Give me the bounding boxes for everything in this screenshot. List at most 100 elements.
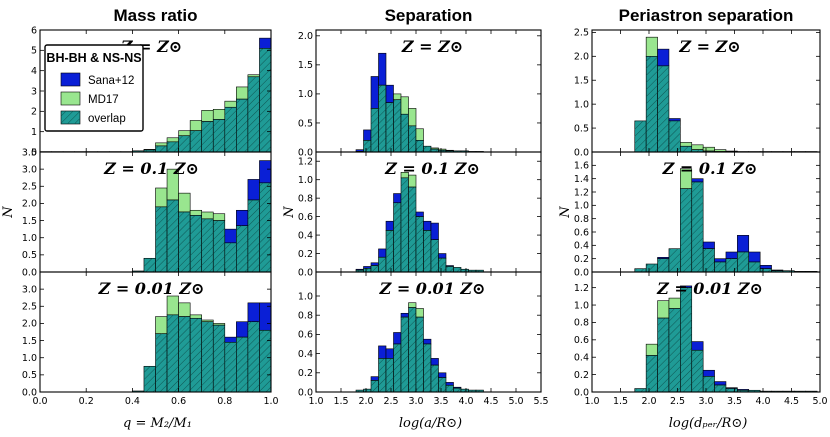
bar-sana12-bin-8 [415,211,424,217]
bar-sana12-bin-4 [385,348,394,359]
x-axis-label-0: q = M₂/M₁ [123,416,192,431]
bar-overlap-hatch-bin-2 [371,380,379,392]
bar-overlap-hatch-bin-10 [748,390,761,392]
x-tick-label: 1.5 [613,396,628,407]
bar-md17-bin-5 [393,93,402,101]
bar-overlap-hatch-bin-0 [634,120,647,152]
y-tick-label: 3.0 [22,284,37,295]
bar-overlap-hatch-bin-7 [714,385,726,392]
y-tick-label: 2.0 [574,52,589,63]
y-tick-label: 0 [31,147,37,158]
y-tick-label: 0.4 [298,349,313,360]
panel-frame [39,271,272,393]
x-tick-label: 3.0 [698,396,713,407]
bar-overlap-hatch-bin-2 [371,265,379,272]
bar-overlap-hatch-bin-3 [668,248,681,272]
bar-overlap-hatch-bin-15 [213,325,225,392]
bar-sana12-bin-4 [385,84,394,103]
bars-group [355,172,484,273]
bar-overlap-hatch-bin-9 [143,149,156,152]
bar-sana12-bin-11 [759,265,772,269]
bar-md17-bin-14 [201,110,214,122]
bar-sana12-bin-9 [423,220,432,231]
y-tick-label: 0.0 [298,147,313,158]
bar-overlap-hatch-bin-9 [423,146,431,152]
bar-md17-bin-3 [668,297,681,309]
bar-overlap-hatch-bin-16 [224,242,237,272]
bar-md17-bin-2 [657,300,670,319]
y-tick-label: 0.0 [574,387,589,398]
x-tick-label: 5.0 [812,396,827,407]
bar-sana12-bin-5 [691,341,704,351]
panel-frame [591,271,821,393]
y-axis-label-2: N [558,206,573,219]
bar-overlap-hatch-bin-10 [431,365,439,392]
legend: BH-BH & NS-NS Sana+12 MD17 overlap [44,44,144,132]
y-tick-label: 2.0 [298,31,313,42]
y-tick-label: 1.2 [298,157,313,168]
bar-overlap-hatch-bin-13 [190,318,202,392]
bar-md17-bin-4 [680,142,693,147]
metallicity-label: Z = 0.1 Z⊙ [662,159,758,178]
bar-overlap-hatch-bin-17 [236,225,248,272]
y-tick-label: 1 [31,127,37,138]
bar-overlap-hatch-bin-1 [363,268,371,272]
bar-overlap-hatch-bin-13 [782,270,795,272]
panel-r2-c0: 0.0 0.5 1.0 1.5 2.0 2.5 3.0 0.0 0.2 0.4 0.6 0.8 1.0 Z… [22,271,279,407]
bar-sana12-bin-5 [393,332,402,345]
bar-overlap-hatch-bin-5 [393,99,401,152]
bars-group [39,37,272,153]
bar-overlap-hatch-bin-4 [680,188,692,272]
bar-overlap-hatch-bin-3 [378,85,386,152]
bar-sana12-bin-7 [714,381,727,386]
bar-overlap-hatch-bin-1 [646,264,658,272]
bar-sana12-bin-10 [748,251,761,263]
y-tick-label: 0.0 [22,387,37,398]
bar-overlap-hatch-bin-18 [247,76,260,152]
y-tick-label: 0.4 [574,241,589,252]
y-tick-label: 0.5 [298,118,313,129]
bar-md17-bin-13 [189,314,202,319]
bar-overlap-hatch-bin-4 [680,287,692,392]
x-tick-label: 3.5 [727,396,742,407]
bar-md17-bin-16 [224,100,237,108]
y-tick-label: 1.4 [574,174,589,185]
x-axis: 1.0 1.5 2.0 2.5 3.0 3.5 4.0 4.5 5.0 [584,272,828,407]
bar-overlap-hatch-bin-11 [438,377,446,392]
bar-sana12-bin-5 [691,178,704,183]
bar-overlap-hatch-bin-11 [167,314,179,392]
bar-sana12-bin-2 [370,262,379,266]
y-axis-label-0: N [1,206,16,219]
bar-sana12-bin-8 [725,251,738,259]
bar-overlap-hatch-bin-11 [167,141,179,152]
bar-overlap-hatch-bin-15 [213,119,225,152]
bar-overlap-hatch-bin-19 [259,182,271,272]
bar-overlap-hatch-bin-8 [416,140,424,152]
bar-overlap-hatch-bin-11 [760,268,772,272]
column-title-2: Periastron separation [619,6,794,25]
y-axis: 0.0 0.2 0.4 0.6 0.8 1.0 1.2 [298,157,541,278]
bar-sana12-bin-10 [430,222,439,240]
y-tick-label: 1.0 [22,233,37,244]
bar-md17-bin-11 [166,295,179,316]
bar-sana12-bin-1 [363,129,372,141]
bar-sana12-bin-17 [236,209,249,227]
bar-overlap-hatch-bin-0 [634,388,647,392]
bar-sana12-bin-6 [400,312,409,318]
x-tick-label: 0.8 [217,396,232,407]
y-tick-label: 3.0 [22,164,37,175]
bar-overlap-hatch-bin-4 [680,146,692,152]
bar-md17-bin-12 [178,302,191,317]
bar-md17-bin-12 [178,192,191,213]
bar-overlap-hatch-bin-10 [431,149,439,152]
y-tick-label: 0.6 [574,335,589,346]
bar-overlap-hatch-bin-14 [201,218,214,272]
metallicity-label: Z = Z⊙ [678,37,740,56]
bar-sana12-bin-2 [370,76,379,109]
y-tick-label: 2.5 [22,302,37,313]
metallicity-label: Z = 0.1 Z⊙ [384,159,480,178]
y-tick-label: 0.0 [298,387,313,398]
y-tick-label: 6 [31,25,37,36]
bar-md17-bin-12 [178,130,191,137]
bar-overlap-hatch-bin-17 [236,337,248,392]
